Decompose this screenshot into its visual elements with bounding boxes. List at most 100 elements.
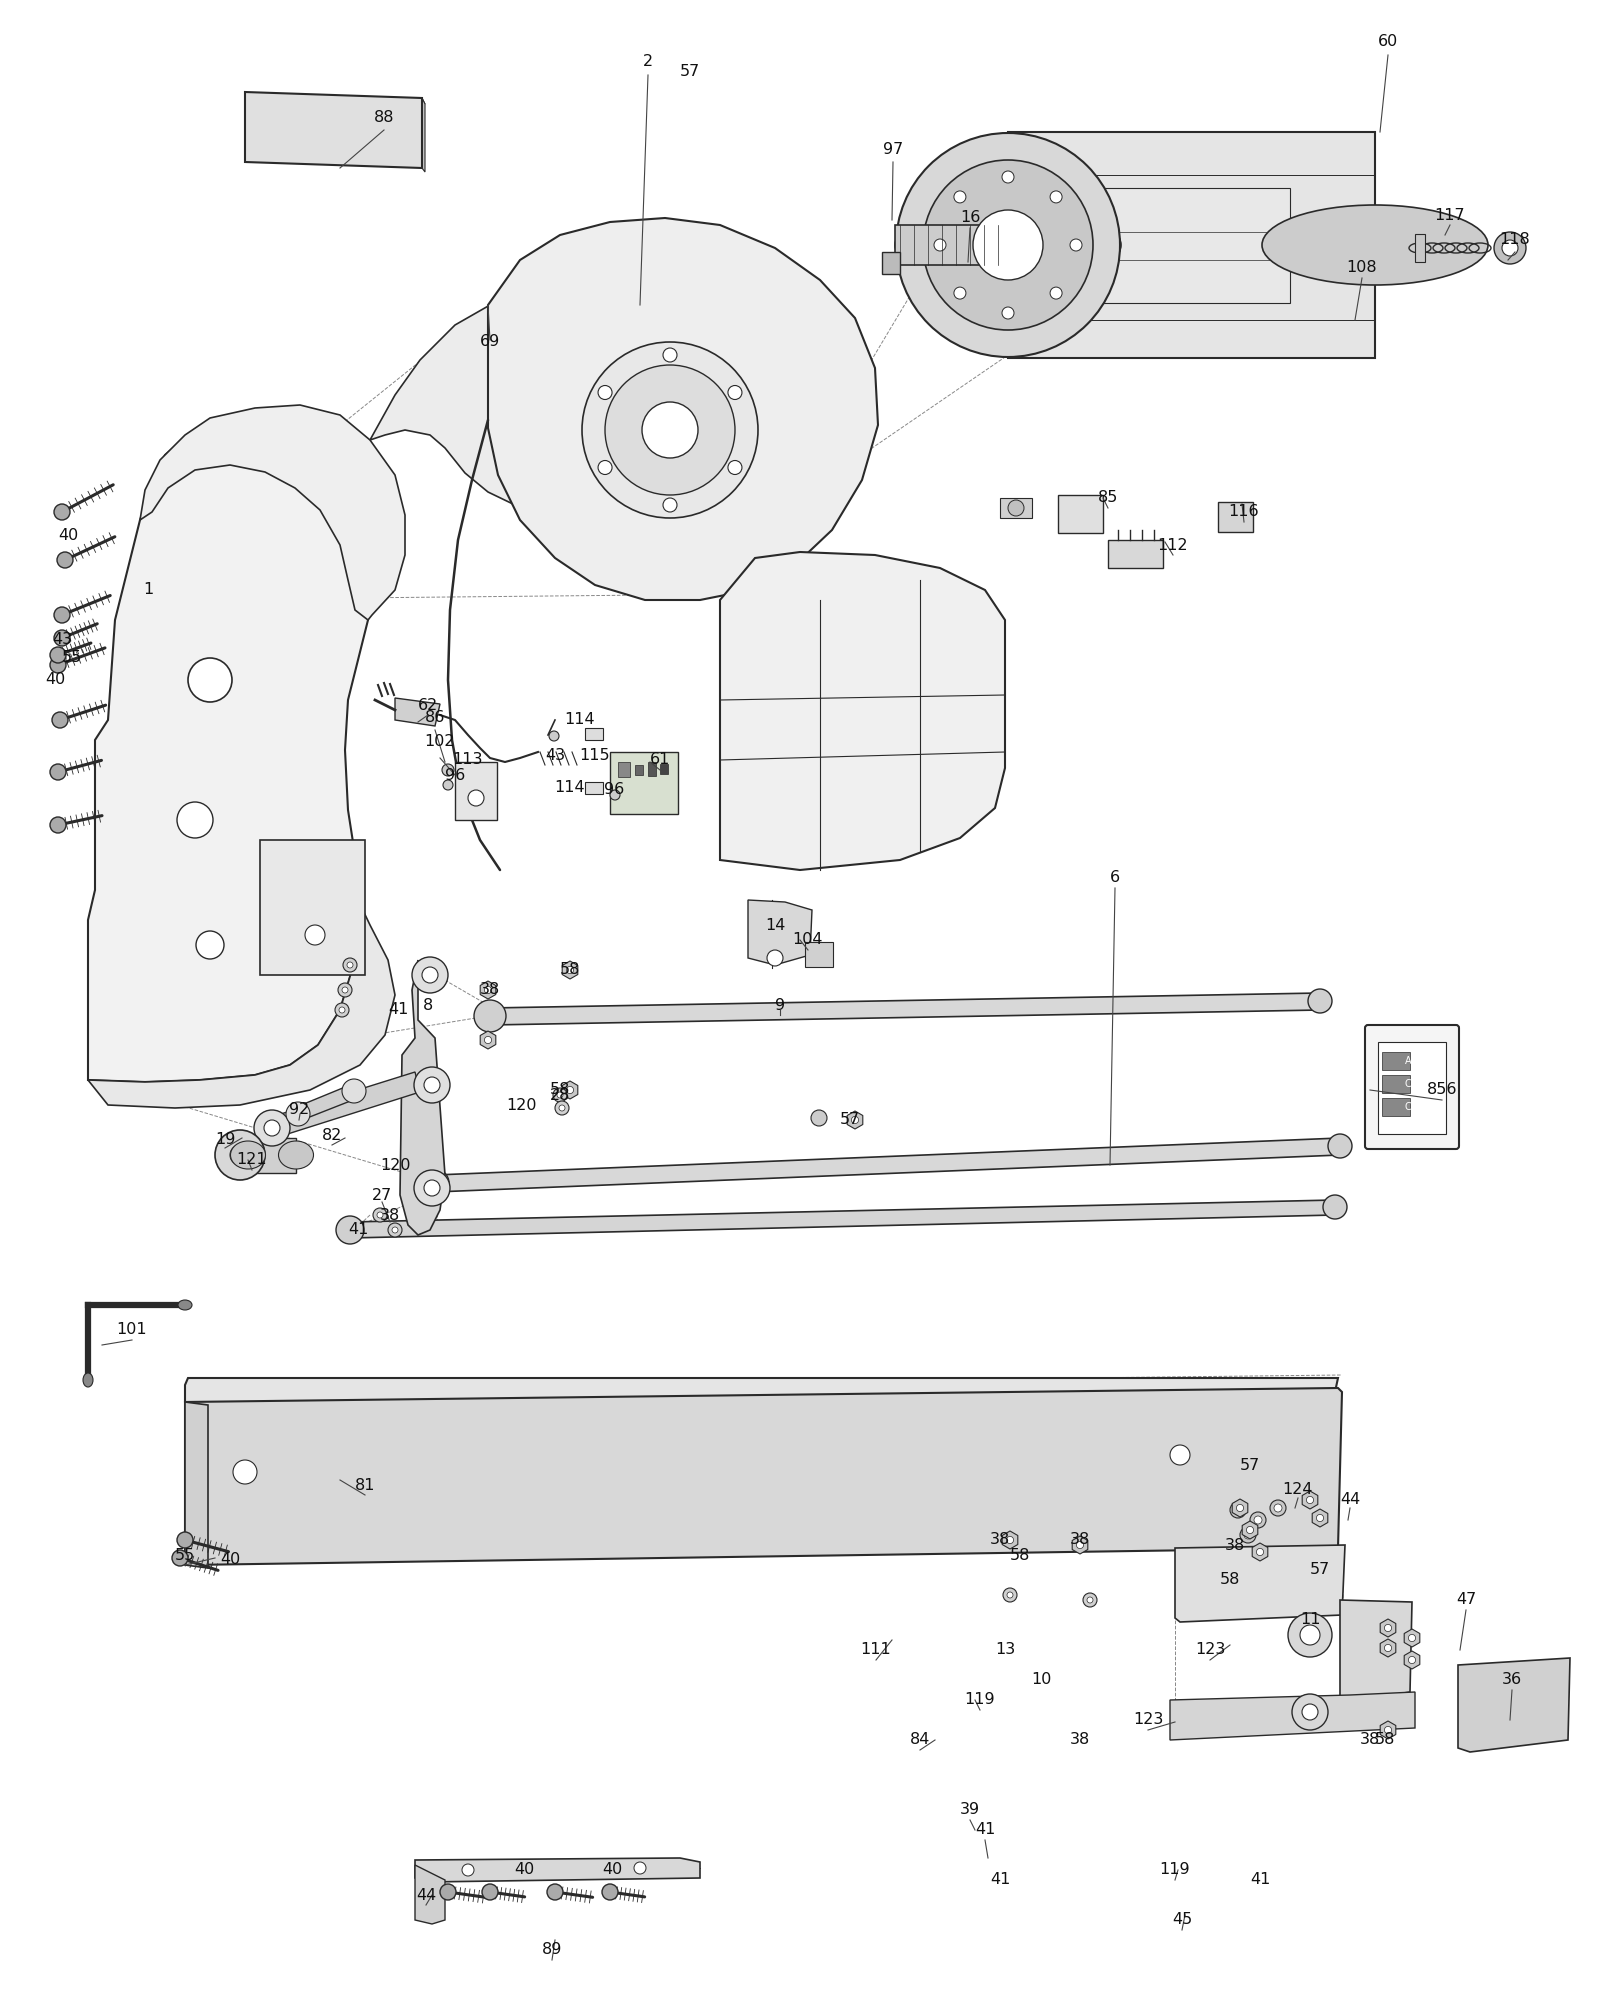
Circle shape [342,958,357,972]
Circle shape [1002,307,1014,319]
Text: 47: 47 [1456,1592,1477,1608]
Circle shape [1250,1512,1266,1528]
Circle shape [1245,1530,1251,1538]
Text: 40: 40 [219,1552,240,1568]
Polygon shape [370,297,653,509]
Circle shape [1299,1626,1320,1646]
Circle shape [50,656,66,672]
Circle shape [50,818,66,834]
Circle shape [373,1209,387,1223]
Circle shape [1274,1504,1282,1512]
Polygon shape [186,1389,1342,1564]
Text: 96: 96 [603,782,624,798]
Circle shape [1502,239,1518,255]
Circle shape [1288,1614,1331,1658]
Circle shape [728,385,742,399]
Polygon shape [749,900,813,966]
Circle shape [1302,1704,1318,1720]
Circle shape [1494,231,1526,263]
Ellipse shape [894,205,1122,285]
Text: 36: 36 [1502,1672,1522,1688]
Circle shape [264,1119,280,1135]
Polygon shape [245,92,422,168]
Circle shape [954,192,966,203]
Bar [661,764,669,774]
Ellipse shape [178,1301,192,1311]
Circle shape [387,1223,402,1237]
Polygon shape [1312,1508,1328,1526]
Ellipse shape [278,1141,314,1169]
Text: 57: 57 [1310,1562,1330,1578]
Polygon shape [248,96,426,104]
Bar [1414,233,1426,261]
Text: 40: 40 [45,672,66,688]
Polygon shape [1174,1544,1346,1622]
Polygon shape [422,98,426,172]
Text: 57: 57 [840,1113,861,1127]
Polygon shape [1232,1498,1248,1516]
Text: 9: 9 [774,998,786,1013]
Text: 58: 58 [1219,1572,1240,1588]
Circle shape [1328,1133,1352,1157]
Text: A: A [1405,1055,1411,1065]
Circle shape [189,658,232,702]
Text: 108: 108 [1347,261,1378,275]
Circle shape [811,1109,827,1125]
Text: 38: 38 [990,1532,1010,1548]
Text: 43: 43 [546,748,565,762]
Circle shape [1170,1444,1190,1464]
Circle shape [1246,1526,1254,1534]
Text: 43: 43 [51,632,72,648]
Circle shape [1234,1506,1242,1514]
Circle shape [605,365,734,495]
Circle shape [342,988,349,994]
Circle shape [1293,1694,1328,1730]
Polygon shape [1458,1658,1570,1752]
Text: 40: 40 [514,1863,534,1877]
Circle shape [566,1087,574,1093]
FancyBboxPatch shape [1365,1025,1459,1149]
Circle shape [1050,192,1062,203]
Circle shape [851,1117,859,1123]
Polygon shape [1405,1652,1419,1670]
Text: 16: 16 [960,211,981,225]
Bar [882,251,899,273]
Bar [248,1137,296,1173]
Bar [805,942,834,968]
Circle shape [555,1101,570,1115]
Circle shape [1050,287,1062,299]
Polygon shape [480,982,496,999]
Circle shape [424,1179,440,1195]
Circle shape [1256,1548,1264,1556]
Circle shape [1270,1500,1286,1516]
Text: 13: 13 [995,1642,1014,1658]
Text: 89: 89 [542,1943,562,1957]
Bar [618,762,630,776]
Text: 38: 38 [1070,1532,1090,1548]
Text: 11: 11 [1299,1612,1320,1628]
Circle shape [1083,1592,1098,1608]
Circle shape [1077,1542,1083,1548]
Circle shape [547,1883,563,1899]
Circle shape [485,1035,491,1043]
Circle shape [173,1550,189,1566]
Circle shape [338,984,352,998]
Text: 88: 88 [374,110,394,126]
Polygon shape [1072,1536,1088,1554]
Circle shape [462,1863,474,1875]
Polygon shape [1170,1692,1414,1740]
Circle shape [1307,1496,1314,1504]
Circle shape [485,986,491,994]
Text: 123: 123 [1195,1642,1226,1658]
Text: 39: 39 [960,1803,981,1817]
Bar [1382,1075,1410,1093]
Text: 118: 118 [1499,233,1530,247]
Text: 2: 2 [643,54,653,70]
Circle shape [728,461,742,475]
Bar [1382,1051,1410,1069]
Circle shape [414,1067,450,1103]
Bar [1080,188,1290,303]
Polygon shape [269,1071,419,1137]
Text: 28: 28 [550,1087,570,1103]
Polygon shape [435,1137,1341,1191]
